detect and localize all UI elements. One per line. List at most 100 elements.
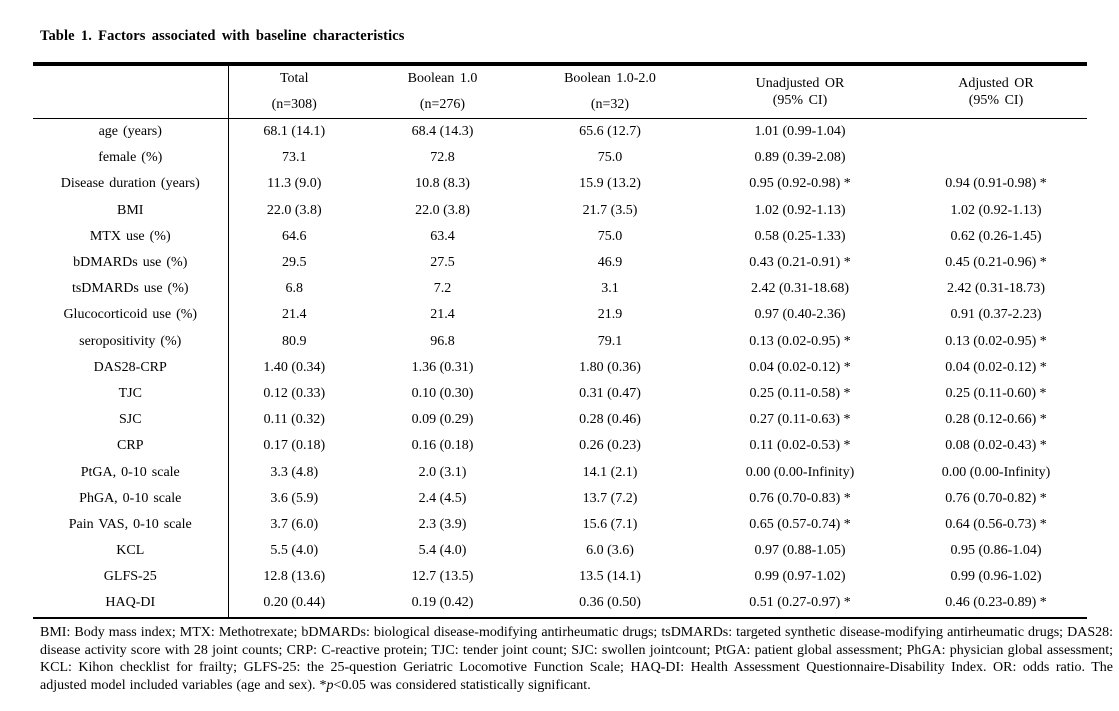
boolean-10-value-cell: 68.4 (14.3) <box>411 124 474 140</box>
boolean-10-value-cell: 10.8 (8.3) <box>415 176 470 192</box>
boolean-10-value-cell: 2.0 (3.1) <box>418 464 467 480</box>
table-row: seropositivity (%) 80.9 96.8 79.1 0.13 (… <box>33 328 1087 355</box>
unadjusted-or-value-cell: 0.11 (0.02-0.53) * <box>749 438 851 454</box>
unadjusted-or-value-cell: 0.25 (0.11-0.58) * <box>749 385 851 401</box>
column-sublabel: (95% CI) <box>968 93 1024 108</box>
boolean-10-value-cell: 0.16 (0.18) <box>411 438 474 454</box>
boolean-10-20-value-cell: 0.26 (0.23) <box>579 438 641 454</box>
unadjusted-or-value-cell: 0.58 (0.25-1.33) <box>754 228 846 244</box>
total-value-cell: 68.1 (14.1) <box>263 124 326 140</box>
unadjusted-or-value-cell: 0.65 (0.57-0.74) * <box>749 516 851 532</box>
header-col-unadjusted-or: Unadjusted OR (95% CI) <box>695 64 905 119</box>
column-sublabel: (n=32) <box>590 97 630 112</box>
table-body: age (years) 68.1 (14.1) 68.4 (14.3) 65.6… <box>33 118 1087 618</box>
row-label-cell: seropositivity (%) <box>33 328 229 355</box>
unadjusted-or-value-cell: 0.76 (0.70-0.83) * <box>749 490 851 506</box>
total-value-cell: 21.4 <box>282 307 307 323</box>
boolean-10-20-value-cell: 15.9 (13.2) <box>579 176 641 192</box>
row-label-cell: Glucocorticoid use (%) <box>33 302 229 329</box>
row-label-cell: PhGA, 0-10 scale <box>33 485 229 512</box>
boolean-10-value-cell: 0.09 (0.29) <box>411 412 474 428</box>
adjusted-or-value-cell: 0.04 (0.02-0.12) * <box>945 359 1047 375</box>
adjusted-or-value-cell: 0.00 (0.00-Infinity) <box>941 464 1051 480</box>
boolean-10-20-value-cell: 0.31 (0.47) <box>579 385 641 401</box>
unadjusted-or-value-cell: 0.99 (0.97-1.02) <box>754 569 846 585</box>
boolean-10-value-cell: 12.7 (13.5) <box>411 569 474 585</box>
boolean-10-20-value-cell: 46.9 <box>597 255 623 271</box>
column-label: Boolean 1.0-2.0 <box>564 71 656 86</box>
row-label-cell: bDMARDs use (%) <box>33 249 229 277</box>
boolean-10-20-value-cell: 0.36 (0.50) <box>579 595 641 611</box>
table-title: Table 1. Factors associated with baselin… <box>40 28 405 44</box>
total-value-cell: 3.6 (5.9) <box>270 490 319 506</box>
total-value-cell: 11.3 (9.0) <box>267 176 322 192</box>
column-label: Total <box>279 71 309 86</box>
row-label-cell: MTX use (%) <box>33 223 229 250</box>
row-label-cell: CRP <box>33 433 229 460</box>
boolean-10-value-cell: 2.3 (3.9) <box>418 516 467 532</box>
total-value-cell: 73.1 <box>282 150 307 166</box>
unadjusted-or-value-cell: 0.04 (0.02-0.12) * <box>749 359 851 375</box>
total-value-cell: 6.8 <box>285 281 304 297</box>
table-row: SJC 0.11 (0.32) 0.09 (0.29) 0.28 (0.46) … <box>33 407 1087 434</box>
boolean-10-20-value-cell: 75.0 <box>597 228 623 244</box>
total-value-cell: 1.40 (0.34) <box>263 359 326 375</box>
total-value-cell: 5.5 (4.0) <box>270 543 319 559</box>
boolean-10-value-cell: 21.4 <box>430 307 455 323</box>
adjusted-or-value-cell: 0.08 (0.02-0.43) * <box>945 438 1047 454</box>
boolean-10-value-cell: 27.5 <box>430 255 455 271</box>
row-label-cell: tsDMARDs use (%) <box>33 276 229 303</box>
row-label-cell: PtGA, 0-10 scale <box>33 459 229 486</box>
table-row: Disease duration (years) 11.3 (9.0) 10.8… <box>33 171 1087 198</box>
table-footnote: BMI: Body mass index; MTX: Methotrexate;… <box>40 624 1113 694</box>
unadjusted-or-value-cell: 0.27 (0.11-0.63) * <box>749 412 851 428</box>
boolean-10-value-cell: 0.19 (0.42) <box>411 595 474 611</box>
adjusted-or-value-cell: 0.95 (0.86-1.04) <box>950 543 1042 559</box>
total-value-cell: 0.20 (0.44) <box>263 595 326 611</box>
table-header: Total (n=308) Boolean 1.0 (n=276) Boolea… <box>33 64 1087 119</box>
header-col-boolean-10: Boolean 1.0 (n=276) <box>360 64 525 119</box>
adjusted-or-value-cell: 2.42 (0.31-18.73) <box>947 281 1045 297</box>
total-value-cell: 22.0 (3.8) <box>266 202 322 218</box>
adjusted-or-value-cell: 0.76 (0.70-0.82) * <box>945 490 1047 506</box>
row-label-cell: female (%) <box>33 145 229 172</box>
row-label-cell: BMI <box>33 197 229 224</box>
total-value-cell: 0.12 (0.33) <box>263 385 326 401</box>
adjusted-or-value-cell: 0.62 (0.26-1.45) <box>950 228 1042 244</box>
adjusted-or-value-cell: 1.02 (0.92-1.13) <box>950 202 1042 218</box>
total-value-cell: 29.5 <box>282 255 307 271</box>
total-value-cell: 12.8 (13.6) <box>263 569 326 585</box>
boolean-10-20-value-cell: 79.1 <box>597 333 623 349</box>
boolean-10-20-value-cell: 3.1 <box>601 281 619 297</box>
boolean-10-value-cell: 22.0 (3.8) <box>415 202 470 218</box>
adjusted-or-value-cell <box>905 119 1087 146</box>
footnote-text-after-p: <0.05 was considered statistically signi… <box>333 677 591 693</box>
table-row: age (years) 68.1 (14.1) 68.4 (14.3) 65.6… <box>33 118 1087 146</box>
row-label-cell: age (years) <box>33 118 229 146</box>
table-row: GLFS-25 12.8 (13.6) 12.7 (13.5) 13.5 (14… <box>33 564 1087 591</box>
adjusted-or-value-cell: 0.64 (0.56-0.73) * <box>945 516 1047 532</box>
total-value-cell: 80.9 <box>282 333 307 349</box>
adjusted-or-value-cell: 0.46 (0.23-0.89) * <box>945 595 1047 611</box>
footnote-text-before-p: BMI: Body mass index; MTX: Methotrexate;… <box>40 625 1113 693</box>
adjusted-or-value-cell: 0.13 (0.02-0.95) * <box>945 333 1047 349</box>
table-row: BMI 22.0 (3.8) 22.0 (3.8) 21.7 (3.5) 1.0… <box>33 197 1087 224</box>
table-row: Glucocorticoid use (%) 21.4 21.4 21.9 0.… <box>33 302 1087 329</box>
unadjusted-or-value-cell: 0.95 (0.92-0.98) * <box>749 176 851 192</box>
boolean-10-20-value-cell: 65.6 (12.7) <box>579 124 641 140</box>
boolean-10-value-cell: 2.4 (4.5) <box>418 490 467 506</box>
row-label-cell: HAQ-DI <box>33 590 229 618</box>
table-row: HAQ-DI 0.20 (0.44) 0.19 (0.42) 0.36 (0.5… <box>33 590 1087 618</box>
header-col-total: Total (n=308) <box>228 64 360 119</box>
header-col-boolean-10-20: Boolean 1.0-2.0 (n=32) <box>525 64 695 119</box>
adjusted-or-value-cell: 0.28 (0.12-0.66) * <box>945 412 1047 428</box>
boolean-10-value-cell: 0.10 (0.30) <box>411 385 474 401</box>
boolean-10-20-value-cell: 1.80 (0.36) <box>579 359 641 375</box>
boolean-10-value-cell: 7.2 <box>433 281 452 297</box>
table-row: TJC 0.12 (0.33) 0.10 (0.30) 0.31 (0.47) … <box>33 380 1087 408</box>
baseline-characteristics-table: Total (n=308) Boolean 1.0 (n=276) Boolea… <box>33 62 1087 619</box>
boolean-10-20-value-cell: 15.6 (7.1) <box>582 516 638 532</box>
header-col-adjusted-or: Adjusted OR (95% CI) <box>905 64 1087 119</box>
adjusted-or-value-cell: 0.91 (0.37-2.23) <box>950 307 1042 323</box>
